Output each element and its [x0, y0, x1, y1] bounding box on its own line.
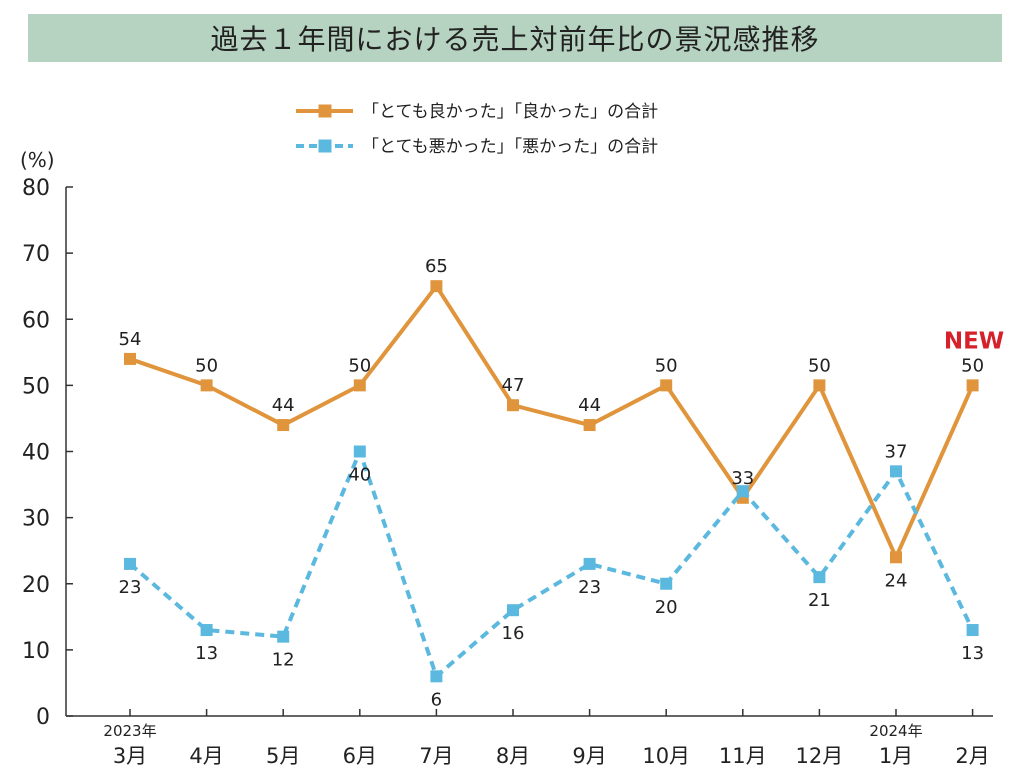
data-point-marker — [124, 557, 136, 570]
x-tick-label: 10月 — [642, 744, 690, 768]
title-bar: 過去１年間における売上対前年比の景況感推移 — [28, 14, 1002, 62]
data-label: 37 — [885, 441, 908, 462]
data-point-marker — [507, 399, 519, 412]
data-label: 12 — [272, 650, 295, 671]
legend-marker-1 — [318, 104, 332, 118]
data-point-marker — [430, 280, 443, 293]
x-tick-label: 8月 — [496, 744, 530, 768]
data-label: 65 — [425, 256, 448, 277]
data-point-marker — [583, 419, 596, 432]
new-annotation: NEW — [944, 328, 1004, 354]
x-year-label: 2024年 — [869, 722, 922, 740]
data-label: 44 — [578, 395, 601, 416]
data-label: 50 — [961, 355, 984, 376]
x-tick-label: 2月 — [955, 744, 989, 768]
y-tick-label: 40 — [22, 441, 50, 466]
data-point-marker — [813, 571, 826, 584]
data-point-marker — [200, 624, 213, 637]
x-tick-label: 6月 — [343, 744, 377, 768]
y-tick-label: 10 — [22, 639, 50, 664]
data-point-marker — [660, 379, 673, 392]
data-label: 47 — [502, 375, 525, 396]
data-point-marker — [353, 445, 366, 458]
y-tick-label: 30 — [22, 507, 50, 532]
y-tick-label: 80 — [22, 176, 50, 201]
x-tick-label: 1月 — [879, 744, 913, 768]
x-tick-label: 7月 — [419, 744, 453, 768]
legend-marker-2 — [318, 139, 332, 153]
data-label: 13 — [961, 643, 984, 664]
legend-label-1: 「とても良かった」「良かった」の合計 — [362, 102, 658, 122]
x-tick-label: 4月 — [189, 744, 223, 768]
data-label: 16 — [502, 623, 525, 644]
data-label: 50 — [655, 355, 678, 376]
data-label: 50 — [195, 355, 218, 376]
y-tick-label: 60 — [22, 308, 50, 333]
data-label: 20 — [655, 597, 678, 618]
data-label: 23 — [119, 577, 142, 598]
data-label: 50 — [348, 355, 371, 376]
data-point-marker — [277, 630, 290, 643]
data-point-marker — [583, 557, 596, 570]
y-tick-label: 70 — [22, 242, 50, 267]
x-tick-label: 12月 — [796, 744, 844, 768]
data-point-marker — [890, 551, 902, 564]
y-tick-label: 50 — [22, 374, 50, 399]
legend-label-2: 「とても悪かった」「悪かった」の合計 — [362, 137, 658, 157]
x-tick-label: 11月 — [719, 744, 767, 768]
x-tick-label: 5月 — [266, 744, 300, 768]
data-point-marker — [890, 465, 902, 478]
data-label: 40 — [348, 465, 371, 486]
y-tick-label: 20 — [22, 573, 50, 598]
data-point-marker — [966, 624, 979, 637]
data-point-marker — [353, 379, 366, 392]
series-line-1 — [129, 284, 975, 560]
x-tick-label: 9月 — [572, 744, 606, 768]
data-point-marker — [736, 485, 749, 498]
series-line-2 — [128, 449, 975, 679]
data-point-marker — [430, 670, 443, 683]
data-point-marker — [966, 379, 979, 392]
data-label: 54 — [119, 329, 142, 350]
data-label: 6 — [431, 689, 442, 710]
data-label: 24 — [885, 570, 908, 591]
data-point-marker — [507, 604, 519, 617]
data-point-marker — [124, 352, 136, 365]
data-point-marker — [813, 379, 826, 392]
data-label: 23 — [578, 577, 601, 598]
data-label: 21 — [808, 590, 831, 611]
data-label: 33 — [731, 468, 754, 489]
data-point-marker — [277, 419, 290, 432]
y-unit-label: (%) — [20, 148, 55, 172]
y-tick-label: 0 — [36, 705, 50, 730]
data-point-marker — [200, 379, 213, 392]
chart-title: 過去１年間における売上対前年比の景況感推移 — [210, 23, 820, 56]
data-label: 13 — [195, 643, 218, 664]
data-label: 44 — [272, 395, 295, 416]
data-label: 50 — [808, 355, 831, 376]
x-tick-label: 3月 — [113, 744, 147, 768]
data-point-marker — [660, 577, 673, 590]
x-year-label: 2023年 — [103, 722, 156, 740]
